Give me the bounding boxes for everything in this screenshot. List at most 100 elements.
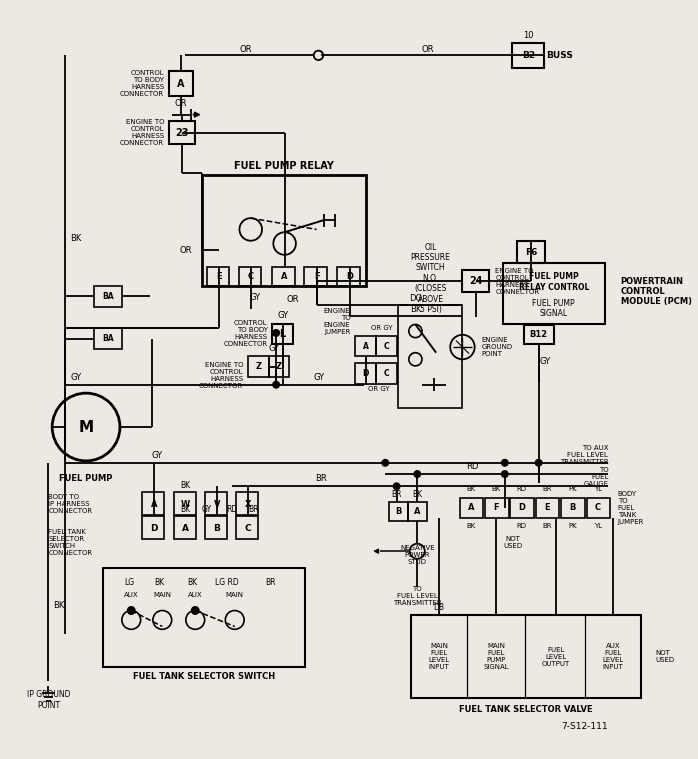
Text: A: A bbox=[468, 503, 474, 512]
Circle shape bbox=[273, 329, 279, 336]
Text: BK: BK bbox=[181, 481, 191, 490]
Text: BK: BK bbox=[410, 305, 421, 314]
Circle shape bbox=[382, 459, 389, 466]
Bar bbox=[389, 502, 408, 521]
Bar bbox=[207, 267, 229, 286]
Text: ENGINE TO
CONTROL
HARNESS
CONNECTOR: ENGINE TO CONTROL HARNESS CONNECTOR bbox=[199, 362, 243, 389]
Bar bbox=[337, 267, 360, 286]
Bar bbox=[355, 335, 376, 357]
Text: MAIN: MAIN bbox=[225, 591, 244, 597]
Text: BA: BA bbox=[102, 291, 114, 301]
Text: PK: PK bbox=[568, 486, 577, 492]
Text: DB: DB bbox=[433, 603, 445, 613]
Bar bbox=[459, 498, 483, 518]
Text: F: F bbox=[314, 272, 320, 281]
Text: BK: BK bbox=[491, 486, 501, 492]
Bar bbox=[536, 498, 559, 518]
Text: AUX
FUEL
LEVEL
INPUT: AUX FUEL LEVEL INPUT bbox=[602, 643, 623, 670]
Text: 23: 23 bbox=[175, 128, 188, 137]
Text: BUSS: BUSS bbox=[546, 51, 573, 60]
Bar bbox=[463, 270, 489, 292]
Text: FUEL TANK
SELECTOR
SWITCH
CONNECTOR: FUEL TANK SELECTOR SWITCH CONNECTOR bbox=[48, 529, 93, 556]
Text: NOT
USED: NOT USED bbox=[504, 537, 523, 550]
Text: BR: BR bbox=[315, 474, 327, 483]
Text: E: E bbox=[544, 503, 550, 512]
Circle shape bbox=[191, 606, 199, 614]
Bar bbox=[236, 516, 258, 539]
Bar bbox=[561, 498, 585, 518]
Text: OR: OR bbox=[287, 295, 299, 304]
Bar bbox=[510, 498, 534, 518]
Text: A: A bbox=[182, 524, 189, 533]
Text: AUX: AUX bbox=[188, 591, 202, 597]
Text: BR: BR bbox=[265, 578, 276, 587]
Text: W: W bbox=[181, 499, 191, 509]
Text: 10: 10 bbox=[523, 31, 533, 40]
Text: GY: GY bbox=[151, 451, 162, 460]
Text: GY: GY bbox=[202, 505, 211, 515]
Text: C: C bbox=[248, 272, 254, 281]
Text: MAIN
FUEL
LEVEL
INPUT: MAIN FUEL LEVEL INPUT bbox=[429, 643, 450, 670]
Text: 24: 24 bbox=[469, 276, 482, 286]
Text: TO
FUEL LEVEL
TRANSMITTER: TO FUEL LEVEL TRANSMITTER bbox=[393, 587, 442, 606]
Text: PK: PK bbox=[568, 523, 577, 529]
Text: A: A bbox=[362, 342, 369, 351]
Bar bbox=[408, 502, 426, 521]
Text: E: E bbox=[216, 272, 221, 281]
Bar bbox=[248, 357, 269, 377]
Text: TO AUX
FUEL LEVEL
TRANSMITTER: TO AUX FUEL LEVEL TRANSMITTER bbox=[560, 446, 608, 465]
Text: LG RD: LG RD bbox=[216, 578, 239, 587]
Text: FUEL TANK SELECTOR VALVE: FUEL TANK SELECTOR VALVE bbox=[459, 705, 593, 713]
Bar bbox=[239, 267, 261, 286]
Text: BK: BK bbox=[187, 578, 198, 587]
Text: V: V bbox=[214, 499, 220, 509]
Circle shape bbox=[414, 471, 421, 477]
Bar bbox=[202, 175, 366, 286]
Text: D: D bbox=[346, 272, 353, 281]
Text: RD: RD bbox=[466, 462, 478, 471]
Bar bbox=[94, 328, 122, 349]
Text: ENGINE TO
CONTROL
HARNESS
CONNECTOR: ENGINE TO CONTROL HARNESS CONNECTOR bbox=[120, 119, 164, 146]
Text: D: D bbox=[150, 524, 158, 533]
Text: TO
FUEL
GAUGE: TO FUEL GAUGE bbox=[584, 467, 608, 487]
Text: 7-S12-111: 7-S12-111 bbox=[562, 722, 608, 731]
Text: Z: Z bbox=[276, 362, 282, 371]
Text: OR GY: OR GY bbox=[371, 325, 392, 331]
Bar bbox=[503, 263, 604, 324]
Text: DG: DG bbox=[409, 294, 422, 303]
Text: L: L bbox=[280, 329, 286, 339]
Text: B12: B12 bbox=[530, 330, 548, 339]
Bar bbox=[142, 516, 164, 539]
Bar bbox=[586, 498, 610, 518]
Bar bbox=[524, 326, 554, 345]
Text: B: B bbox=[570, 503, 576, 512]
Bar bbox=[272, 267, 295, 286]
Bar bbox=[205, 492, 228, 515]
Text: B2: B2 bbox=[521, 51, 535, 60]
Text: GY: GY bbox=[250, 293, 261, 301]
Text: FUEL PUMP
RELAY CONTROL: FUEL PUMP RELAY CONTROL bbox=[519, 272, 589, 291]
Bar bbox=[517, 241, 545, 263]
Bar bbox=[512, 43, 544, 68]
Text: GY: GY bbox=[540, 357, 551, 366]
Text: C: C bbox=[244, 524, 251, 533]
Text: MAIN
FUEL
PUMP
SIGNAL: MAIN FUEL PUMP SIGNAL bbox=[484, 643, 509, 670]
Text: A: A bbox=[414, 507, 420, 516]
Bar bbox=[169, 71, 193, 96]
Text: CONTROL
TO BODY
HARNESS
CONNECTOR: CONTROL TO BODY HARNESS CONNECTOR bbox=[120, 70, 164, 97]
Circle shape bbox=[273, 381, 279, 388]
Text: B: B bbox=[214, 524, 221, 533]
Circle shape bbox=[128, 606, 135, 614]
Text: Z: Z bbox=[255, 362, 261, 371]
Bar bbox=[94, 286, 122, 307]
Text: OR: OR bbox=[180, 246, 193, 254]
Bar bbox=[355, 363, 376, 384]
Text: GY: GY bbox=[314, 373, 325, 382]
Text: BA: BA bbox=[102, 334, 114, 343]
Text: BR: BR bbox=[542, 486, 552, 492]
Text: BR: BR bbox=[392, 490, 402, 499]
Text: A: A bbox=[281, 272, 288, 281]
Text: F6: F6 bbox=[525, 247, 537, 257]
Text: OIL
PRESSURE
SWITCH
N.O.
(CLOSES
ABOVE
5 PSI): OIL PRESSURE SWITCH N.O. (CLOSES ABOVE 5… bbox=[410, 243, 450, 314]
Text: FUEL TANK SELECTOR SWITCH: FUEL TANK SELECTOR SWITCH bbox=[133, 672, 275, 681]
